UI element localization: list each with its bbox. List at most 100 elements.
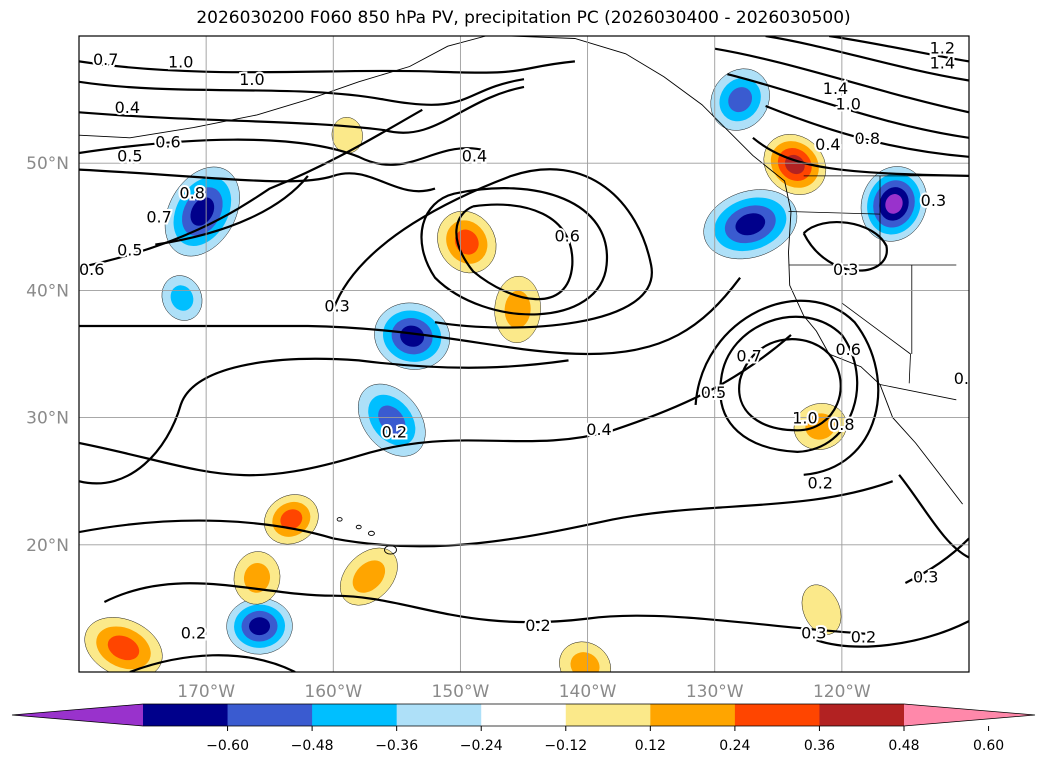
colorbar-tick-label: 0.12 [635,738,666,754]
colorbar-swatch [734,704,820,726]
y-tick-label: 50°N [26,154,69,174]
precip-anomaly-blob [860,166,928,242]
pv-contour-line [79,480,894,548]
pv-contour-label: 0.8 [829,415,854,434]
pv-contour-label: 0.3 [913,568,938,587]
pv-contour-line [79,334,792,477]
x-tick-label: 170°W [177,682,235,702]
pv-contour-label: 0.4 [815,135,840,154]
precip-anomaly-blob [494,275,541,344]
island-outline [367,530,375,536]
pv-contour-line [455,203,574,301]
pv-contour-label: 1.0 [792,409,817,428]
pv-contour-label: 0.7 [93,50,118,69]
colorbar-tick-label: 0.36 [804,738,835,754]
pv-contour-label: 1.2 [930,38,955,57]
colorbar-swatch [396,704,482,726]
pv-contour-label: 0.4 [462,147,487,166]
pv-contour-label: 0.6 [79,260,104,279]
pv-contour-labels: 0.7 1.01.00.40.50.60.80.70.50.60.40.60.30… [79,36,979,648]
precip-anomaly-blob [84,617,163,672]
colorbar-swatch [650,704,736,726]
precip-anomaly-blob [161,275,203,321]
colorbar: −0.60 −0.48 −0.36 −0.24 −0.12 0.12 0.24 0.36 0.4… [11,703,1036,754]
x-tick-label: 160°W [304,682,362,702]
pv-contour-label: 0.7 [146,208,171,227]
colorbar-swatch [819,704,905,726]
colorbar-tick-label: −0.48 [291,738,334,754]
precip-anomaly-blob [358,383,426,457]
precip-anomaly-blob [226,597,293,655]
pv-contour-line [79,85,525,134]
pv-contour-label: 0.3 [954,369,979,388]
precip-anomaly-blob [437,210,497,274]
pv-contour-line [332,168,653,329]
pv-contour-label: 0.6 [155,133,180,152]
map-frame [78,35,970,673]
island-outline [355,524,362,530]
colorbar-swatch [312,704,398,726]
colorbar-swatch [227,704,313,726]
pv-contour-line [816,620,969,648]
pv-contour-label: 0.4 [586,420,611,439]
pv-contour-line [129,654,296,672]
colorbar-outline [11,703,1036,727]
precip-anomaly-blob [710,68,770,131]
island-outline [336,517,343,522]
colorbar-swatch [565,704,651,726]
precip-anomaly-blob [164,166,240,257]
pv-contour-line [79,60,576,74]
pv-contour-label: 0.2 [808,473,833,492]
colorbar-swatch [481,704,567,726]
pv-contour-label: 1.0 [168,52,193,71]
x-tick-label: 140°W [559,682,617,702]
axis-ticks: 170°W 160°W 150°W 140°W 130°W 120°W 20°N 30°N 40… [26,154,871,702]
colorbar-tick-label: 0.24 [719,738,750,754]
x-tick-label: 120°W [813,682,871,702]
pv-contour-label: 0.3 [324,297,349,316]
pv-contour-line [79,108,423,269]
pv-contour-label: 0.5 [701,383,726,402]
pv-contour-line [694,299,880,476]
precip-anomaly-blob [703,189,798,260]
pv-contour-line [898,474,969,559]
pv-contour-label: 0.6 [555,227,580,246]
pv-contour-line [155,175,309,246]
precip-pc-layer [84,68,928,672]
colorbar-extend-high [904,704,1035,726]
precip-anomaly-blob [233,551,281,605]
pv-contour-line [765,104,969,158]
pv-contour-label: 0.8 [179,183,204,202]
pv-contour-line [79,357,569,485]
pv-contour-label: 0.3 [921,191,946,210]
pv-contour-line [904,537,969,584]
pv-contour-line [420,187,608,316]
colorbar-tick-label: −0.36 [375,738,418,754]
colorbar-tick-label: 0.48 [888,738,919,754]
precip-anomaly-blob [374,302,450,370]
chart-title: 2026030200 F060 850 hPa PV, precipitatio… [196,8,851,28]
pv-contour-label: 0.5 [117,147,142,166]
x-tick-label: 150°W [432,682,490,702]
pv-contour-label: 0.2 [382,423,407,442]
precip-anomaly-blob [340,547,398,606]
pv-contour-line [79,277,741,356]
pv-contour-label: 0.8 [855,129,880,148]
colorbar-tick-label: 0.60 [973,738,1004,754]
y-tick-label: 20°N [26,536,69,556]
x-tick-label: 130°W [686,682,744,702]
pv-contour-label: 0.5 [117,241,142,260]
graticule [79,36,969,672]
colorbar-swatch [143,704,229,726]
pv-contour-line [765,36,969,82]
precip-anomaly-blob [559,641,611,672]
colorbar-tick-label: −0.24 [460,738,503,754]
precip-anomaly-blob [264,494,319,545]
pv-contour-line [828,36,969,63]
pv-contour-line [727,73,969,139]
pv-contours [79,36,969,672]
pv-contour-line [714,47,969,114]
colorbar-tick-label: −0.12 [544,738,587,754]
pv-contour-label: 0.2 [525,616,550,635]
